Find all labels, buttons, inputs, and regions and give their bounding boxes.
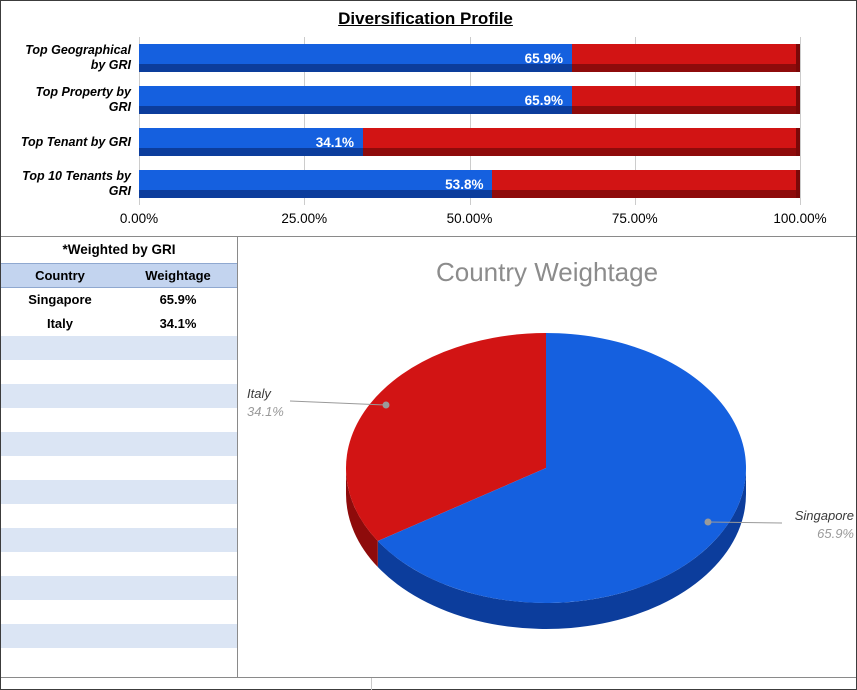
callout-dot [704, 518, 712, 526]
callout-dot [382, 401, 390, 409]
table-row: Italy 34.1% [1, 312, 237, 336]
bar-filled-segment: 65.9% [139, 86, 572, 114]
bar-row: 34.1% [139, 121, 800, 163]
bar-row: 65.9% [139, 79, 800, 121]
bar-row: 53.8% [139, 163, 800, 205]
table-row-empty [1, 384, 237, 408]
pie-slice-singapore [377, 333, 747, 603]
x-axis-tick: 100.00% [773, 211, 827, 226]
table-row-empty [1, 576, 237, 600]
pie-side-italy [346, 468, 378, 568]
table-row-empty [1, 432, 237, 456]
bar-remainder-segment: 34.1% [139, 128, 800, 156]
callout-leader-line [707, 521, 783, 524]
table-row-empty [1, 336, 237, 360]
x-axis-tick: 0.00% [119, 211, 159, 226]
pie-callout-singapore-value: 65.9% [817, 525, 854, 541]
table-header-row: Country Weightage [1, 263, 237, 288]
bar-remainder-segment: 53.8% [139, 170, 800, 198]
x-axis-tick: 75.00% [611, 211, 658, 226]
country-weightage-pie-chart[interactable]: Country Weightage Italy 34.1% Singapore … [238, 237, 856, 677]
x-axis-tick: 25.00% [281, 211, 328, 226]
category-label-top-geographical: Top Geographical by GRI [25, 43, 131, 72]
table-title: *Weighted by GRI [62, 242, 176, 257]
country-cell: Singapore [28, 292, 92, 307]
table-row-empty [1, 528, 237, 552]
bar-filled-segment: 53.8% [139, 170, 493, 198]
table-row: Singapore 65.9% [1, 288, 237, 312]
bar-remainder-segment: 65.9% [139, 86, 800, 114]
table-row-empty [1, 552, 237, 576]
table-row-empty [1, 456, 237, 480]
weightage-cell: 34.1% [159, 316, 197, 331]
pie-callout-italy-value: 34.1% [247, 403, 284, 419]
pie-3d-graphic [289, 333, 783, 629]
category-label-top-tenant: Top Tenant by GRI [20, 134, 131, 149]
category-label-top-10-tenants: Top 10 Tenants by GRI [22, 169, 131, 198]
bar-plot: 65.9% 65.9% 34.1% 53.8% [120, 37, 827, 233]
bar-row: 65.9% [139, 37, 800, 79]
bar-remainder-segment: 65.9% [139, 44, 800, 72]
bar-plot-area: Top Geographical by GRI Top Property by … [7, 37, 844, 233]
weightage-table[interactable]: *Weighted by GRI Country Weightage Singa… [1, 237, 238, 677]
table-row-empty [1, 480, 237, 504]
country-cell: Italy [46, 316, 73, 331]
category-label-top-property: Top Property by GRI [35, 85, 131, 114]
column-header-weightage: Weightage [145, 268, 211, 283]
pie-callout-singapore: Singapore 65.9% [784, 507, 854, 542]
column-header-country: Country [35, 268, 85, 283]
pie-callout-italy-label: Italy [247, 386, 271, 401]
pie-chart-title: Country Weightage [435, 257, 659, 287]
grid-divider [371, 678, 372, 690]
x-axis-tick: 50.00% [446, 211, 493, 226]
pie-side-singapore [377, 468, 746, 629]
empty-table-rows [1, 336, 237, 677]
bar-chart-title: Diversification Profile [338, 9, 513, 28]
table-row-empty [1, 648, 237, 672]
table-row-empty [1, 624, 237, 648]
category-axis: Top Geographical by GRI Top Property by … [7, 37, 139, 233]
table-row-empty [1, 504, 237, 528]
diversification-bar-chart[interactable]: Diversification Profile Top Geographical… [1, 1, 856, 237]
table-row-empty [1, 600, 237, 624]
table-row-empty [1, 408, 237, 432]
weightage-cell: 65.9% [159, 292, 197, 307]
pie-callout-singapore-label: Singapore [794, 508, 854, 523]
pie-slice-italy [346, 333, 546, 542]
bar-filled-segment: 65.9% [139, 44, 572, 72]
bottom-grid-row [1, 677, 856, 690]
table-row-empty [1, 360, 237, 384]
gridlines [139, 37, 801, 205]
callout-leader-line [289, 400, 387, 406]
bar-filled-segment: 34.1% [139, 128, 364, 156]
pie-callout-italy: Italy 34.1% [247, 385, 284, 420]
